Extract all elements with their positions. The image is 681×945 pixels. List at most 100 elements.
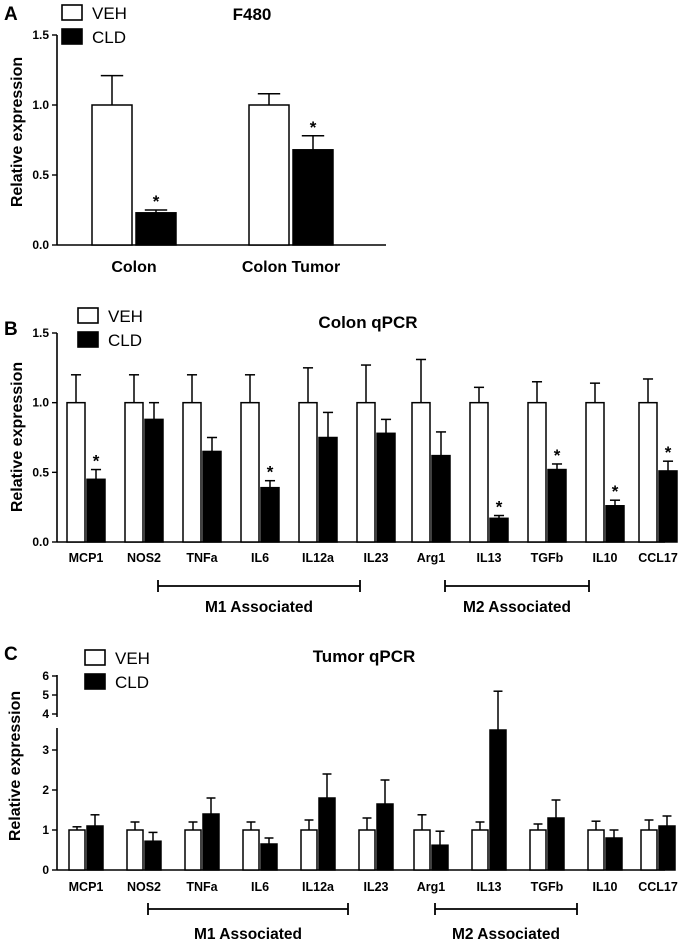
group-label: M1 Associated	[194, 926, 302, 943]
y-tick-label: 1	[42, 823, 49, 837]
bar-veh-tnfa	[184, 829, 202, 871]
legend-label-veh: VEH	[92, 4, 127, 23]
bar-veh-colon-tumor	[248, 104, 290, 246]
bar-veh-il6	[242, 829, 260, 871]
bar-cld-colon	[135, 212, 177, 246]
y-tick-label: 2	[42, 783, 49, 797]
bar-veh-il10	[587, 829, 605, 871]
bar-veh-nos2	[124, 401, 144, 543]
panel-letter-a: A	[4, 4, 18, 25]
y-tick-label: 0.5	[32, 465, 49, 479]
x-tick-label: MCP1	[69, 880, 104, 894]
x-tick-label: TNFa	[186, 880, 218, 894]
chart-title-b: Colon qPCR	[318, 313, 417, 332]
bar-veh-colon	[91, 104, 133, 246]
x-tick-label: IL6	[251, 551, 269, 565]
significance-star: *	[554, 446, 561, 465]
x-tick-label: Arg1	[417, 551, 446, 565]
bar-veh-ccl17	[640, 829, 658, 871]
bar-cld-ccl17	[658, 470, 678, 543]
bar-veh-il12a	[300, 829, 318, 871]
x-tick-label: Arg1	[417, 880, 446, 894]
x-tick-label: IL10	[592, 880, 617, 894]
y-tick-label: 0.0	[32, 238, 49, 252]
significance-star: *	[267, 463, 274, 482]
x-tick-label: IL23	[363, 880, 388, 894]
legend-swatch-cld	[84, 673, 106, 690]
x-tick-label: IL6	[251, 880, 269, 894]
x-tick-label: CCL17	[638, 551, 678, 565]
bar-cld-il6	[260, 843, 278, 871]
legend-swatch-veh	[84, 649, 106, 666]
legend-swatch-veh	[61, 4, 83, 21]
group-label: M2 Associated	[452, 926, 560, 943]
bar-cld-il12a	[318, 797, 336, 871]
bar-cld-tnfa	[202, 813, 220, 871]
y-tick-label: 1.0	[32, 98, 49, 112]
bar-veh-arg1	[413, 829, 431, 871]
legend-swatch-cld	[61, 28, 83, 45]
bar-cld-il10	[605, 837, 623, 871]
bar-cld-tgfb	[547, 468, 567, 543]
panel-letter-c: C	[4, 644, 18, 665]
bar-cld-il6	[260, 486, 280, 543]
bar-cld-tgfb	[547, 817, 565, 871]
chart-panel-a: 0.0 0.5 1.0 1.5 * Colon * Colon Tumor VEH CLD	[32, 4, 386, 276]
legend-label-cld: CLD	[115, 673, 149, 692]
bar-cld-mcp1	[86, 478, 106, 543]
bar-veh-tnfa	[182, 401, 202, 543]
chart-title-c: Tumor qPCR	[313, 647, 416, 666]
bar-cld-il13	[489, 517, 509, 543]
x-tick-label: IL10	[592, 551, 617, 565]
x-tick-label: MCP1	[69, 551, 104, 565]
y-tick-label: 5	[42, 688, 49, 702]
y-axis-label-a: Relative expression	[9, 57, 26, 207]
panel-letter-b: B	[4, 319, 18, 340]
bar-cld-mcp1	[86, 825, 104, 871]
significance-star: *	[496, 498, 503, 517]
bar-cld-arg1	[431, 454, 451, 543]
bar-veh-mcp1	[66, 401, 86, 543]
bar-veh-il13	[469, 401, 489, 543]
x-tick-label: Colon	[111, 259, 156, 276]
legend-label-cld: CLD	[92, 28, 126, 47]
bar-cld-nos2	[144, 840, 162, 871]
y-tick-label: 1.0	[32, 396, 49, 410]
x-tick-label: NOS2	[127, 880, 161, 894]
bar-cld-il10	[605, 505, 625, 543]
bar-veh-arg1	[411, 401, 431, 543]
chart-title-a: F480	[233, 5, 272, 24]
x-tick-label: IL13	[476, 551, 501, 565]
x-tick-label: TGFb	[531, 880, 564, 894]
bar-veh-tgfb	[529, 829, 547, 871]
x-tick-label: IL12a	[302, 880, 335, 894]
bar-cld-nos2	[144, 418, 164, 543]
bar-cld-il23	[376, 803, 394, 871]
bar-veh-tgfb	[527, 401, 547, 543]
legend-swatch-veh	[77, 307, 99, 324]
x-tick-label: Colon Tumor	[242, 259, 340, 276]
bar-veh-il23	[356, 401, 376, 543]
chart-panel-c: 0 1 2 3 4 5 6 MCP1 NOS2 TNFa IL6 IL12a IL23 Arg1 IL13 T…	[42, 649, 678, 943]
x-tick-label: TGFb	[531, 551, 564, 565]
significance-star: *	[153, 192, 160, 211]
significance-star: *	[665, 443, 672, 462]
bar-cld-colon-tumor	[292, 149, 334, 246]
bar-cld-il12a	[318, 436, 338, 543]
x-tick-label: TNFa	[186, 551, 218, 565]
bar-veh-il23	[358, 829, 376, 871]
y-axis-label-c: Relative expression	[7, 691, 24, 841]
y-tick-label: 1.5	[32, 326, 49, 340]
significance-star: *	[93, 452, 100, 471]
bar-cld-tnfa	[202, 450, 222, 543]
bar-veh-il13	[471, 829, 489, 871]
y-tick-label: 0.5	[32, 168, 49, 182]
bar-veh-il12a	[298, 401, 318, 543]
bar-veh-nos2	[126, 829, 144, 871]
y-tick-label: 0	[42, 863, 49, 877]
bar-cld-il13	[489, 729, 507, 871]
bar-veh-il6	[240, 401, 260, 543]
bar-veh-ccl17	[638, 401, 658, 543]
bar-cld-arg1	[431, 844, 449, 871]
